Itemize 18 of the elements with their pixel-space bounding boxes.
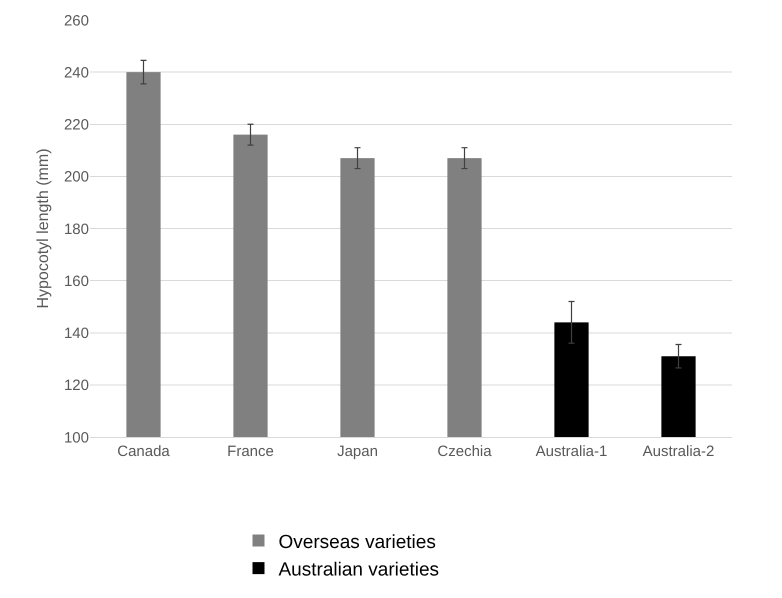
x-tick-label: Japan xyxy=(337,443,378,460)
y-tick-label: 120 xyxy=(64,377,89,394)
y-tick-label: 240 xyxy=(64,64,89,82)
x-tick-label: Australia-2 xyxy=(642,443,714,460)
legend-label: Overseas varieties xyxy=(278,532,436,553)
x-tick-label: Canada xyxy=(117,443,170,460)
x-tick-label: Australia-1 xyxy=(536,443,608,460)
y-tick-label: 200 xyxy=(64,168,89,186)
legend-label: Australian varieties xyxy=(278,560,440,581)
y-tick-label: 160 xyxy=(64,272,89,290)
y-axis-title: Hypocotyl length (mm) xyxy=(35,148,52,309)
x-tick-label: Czechia xyxy=(437,443,492,460)
y-tick-label: 180 xyxy=(64,220,89,238)
y-tick-label: 220 xyxy=(64,116,89,134)
y-tick-label: 260 xyxy=(64,12,89,30)
y-tick-label: 100 xyxy=(64,429,89,446)
x-tick-label: France xyxy=(227,443,274,460)
y-tick-label: 140 xyxy=(64,325,89,342)
